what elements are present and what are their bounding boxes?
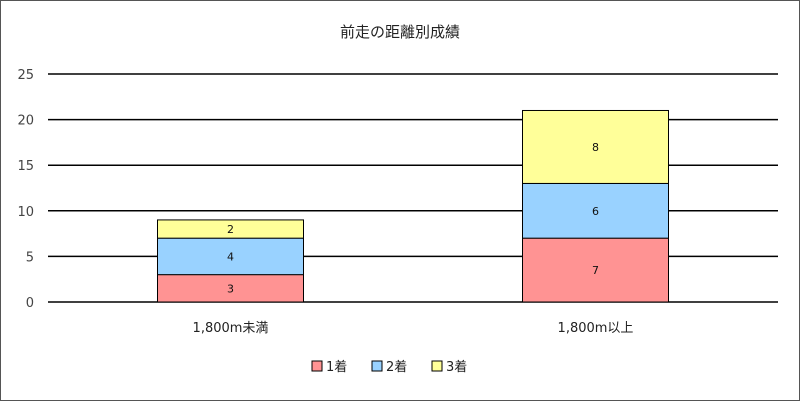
legend-swatch: [311, 360, 323, 372]
y-tick-label: 25: [17, 68, 34, 83]
data-label: 3: [227, 282, 234, 295]
chart-title: 前走の距離別成績: [340, 23, 460, 41]
x-category-labels: 1,800m未満 1,800m以上: [193, 321, 634, 336]
bar-segment: [157, 219, 304, 239]
y-tick-labels: 0 5 10 15 20 25: [17, 68, 34, 311]
data-label: 4: [227, 250, 234, 263]
data-label: 7: [592, 264, 599, 277]
bars: 3 4 2 7 6 8: [157, 109, 669, 303]
data-label: 6: [592, 205, 599, 218]
legend-swatch: [431, 360, 443, 372]
legend-label: 3着: [446, 359, 467, 375]
bar-segment: [522, 237, 669, 303]
legend-label: 2着: [386, 359, 407, 375]
y-tick-label: 20: [17, 114, 34, 129]
data-label: 8: [592, 141, 599, 154]
y-tick-label: 15: [17, 159, 34, 174]
legend-label: 1着: [326, 359, 347, 375]
y-tick-label: 0: [26, 296, 34, 311]
bar-segment: [157, 237, 304, 276]
bar-segment: [522, 182, 669, 239]
x-category-label: 1,800m以上: [558, 321, 634, 336]
y-tick-label: 10: [17, 205, 34, 220]
x-category-label: 1,800m未満: [193, 321, 269, 336]
bar-segment: [157, 274, 304, 303]
legend: 1着 2着 3着: [311, 359, 467, 375]
data-label: 2: [227, 223, 234, 236]
legend-swatch: [371, 360, 383, 372]
y-tick-label: 5: [26, 250, 34, 265]
bar-segment: [522, 109, 669, 184]
